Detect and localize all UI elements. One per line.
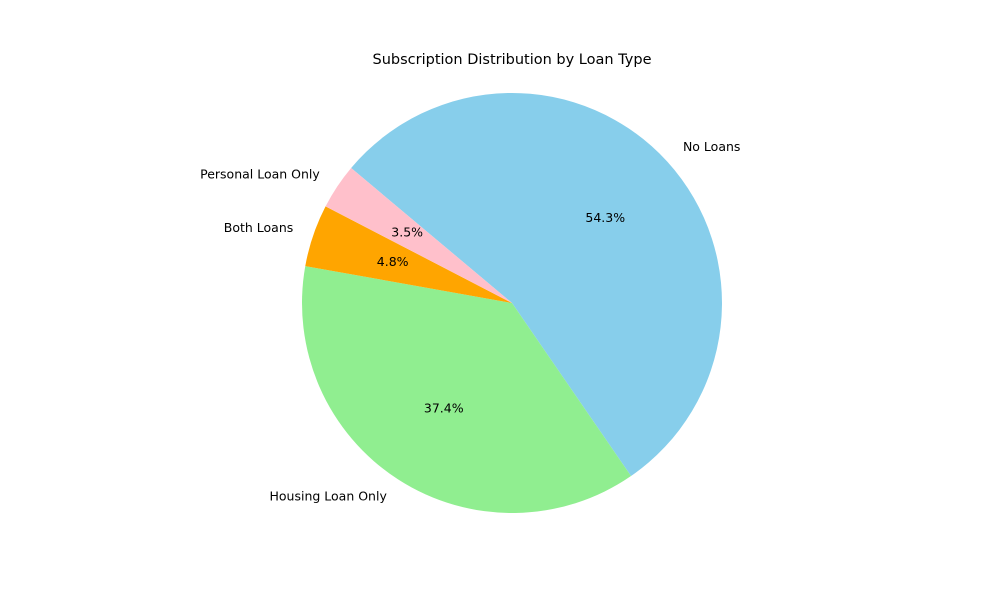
slice-percent-personal-loan-only: 3.5% xyxy=(391,225,423,240)
pie-slice-housing-loan-only xyxy=(302,266,632,513)
slice-percent-no-loans: 54.3% xyxy=(585,210,625,225)
slice-label-housing-loan-only: Housing Loan Only xyxy=(269,489,387,504)
slice-label-no-loans: No Loans xyxy=(683,139,740,154)
slice-label-both-loans: Both Loans xyxy=(224,220,294,235)
slice-percent-both-loans: 4.8% xyxy=(377,254,409,269)
slice-percent-housing-loan-only: 37.4% xyxy=(424,400,464,415)
labels-layer: No Loans 54.3% Housing Loan Only 37.4% Both … xyxy=(200,139,740,504)
chart-title: Subscription Distribution by Loan Type xyxy=(373,52,652,68)
pie-slice-both-loans xyxy=(305,206,512,303)
pie-slice-personal-loan-only xyxy=(325,168,512,303)
pie-slice-no-loans xyxy=(351,93,722,477)
slices-layer xyxy=(302,93,722,513)
slice-label-personal-loan-only: Personal Loan Only xyxy=(200,166,320,181)
